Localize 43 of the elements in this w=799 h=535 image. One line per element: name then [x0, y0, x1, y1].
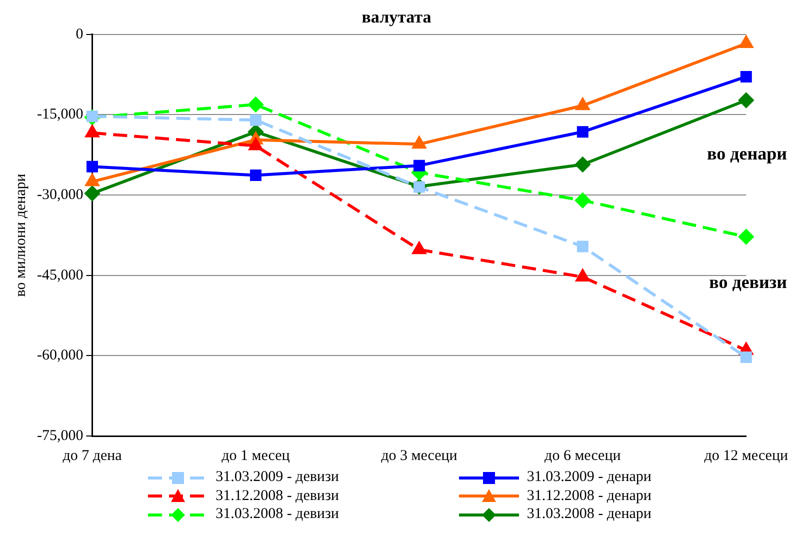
chart-title: валутата — [362, 8, 432, 27]
legend-label: 31.12.2008 - денари — [526, 488, 652, 504]
legend-label: 31.03.2008 - девизи — [216, 506, 339, 522]
x-tick-label: до 12 месеци — [704, 448, 788, 464]
x-tick-label: до 1 месец — [222, 448, 290, 464]
annotation: во девизи — [709, 272, 787, 292]
y-axis-title: во милиони денари — [12, 174, 29, 297]
point — [249, 138, 262, 150]
point — [250, 114, 262, 126]
y-tick-label: 0 — [76, 26, 84, 42]
legend-label: 31.12.2008 - девизи — [216, 488, 339, 504]
point — [738, 92, 754, 108]
point — [739, 36, 753, 48]
point — [86, 160, 98, 172]
point — [86, 125, 99, 138]
point — [86, 174, 99, 186]
point — [740, 70, 752, 82]
point — [248, 97, 264, 112]
x-tick-label: до 3 месеци — [381, 448, 458, 464]
x-tick-label: до 6 месеци — [544, 448, 621, 464]
annotation: во денари — [707, 144, 787, 164]
legend-label: 31.03.2009 - денари — [526, 469, 652, 485]
y-tick-label: -60,000 — [36, 348, 84, 364]
point — [250, 169, 262, 181]
point — [576, 98, 590, 110]
legend-label: 31.03.2009 - девизи — [216, 469, 339, 485]
point — [575, 157, 590, 172]
point — [412, 242, 426, 254]
y-tick-label: -75,000 — [36, 428, 84, 444]
point — [738, 229, 754, 244]
y-tick-label: -30,000 — [36, 186, 84, 203]
point — [412, 136, 426, 149]
point — [740, 352, 752, 364]
y-tick-label: -45,000 — [36, 267, 84, 284]
point — [576, 240, 588, 252]
y-tick-label: -15,000 — [36, 106, 84, 123]
point — [413, 160, 425, 172]
point — [84, 186, 100, 201]
x-tick-label: до 7 дена — [62, 448, 122, 464]
point — [576, 126, 588, 138]
legend-label: 31.03.2008 - денари — [526, 506, 652, 522]
point — [575, 192, 590, 208]
point — [576, 269, 590, 282]
